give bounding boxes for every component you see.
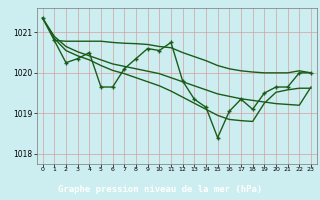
Text: Graphe pression niveau de la mer (hPa): Graphe pression niveau de la mer (hPa) [58, 185, 262, 194]
